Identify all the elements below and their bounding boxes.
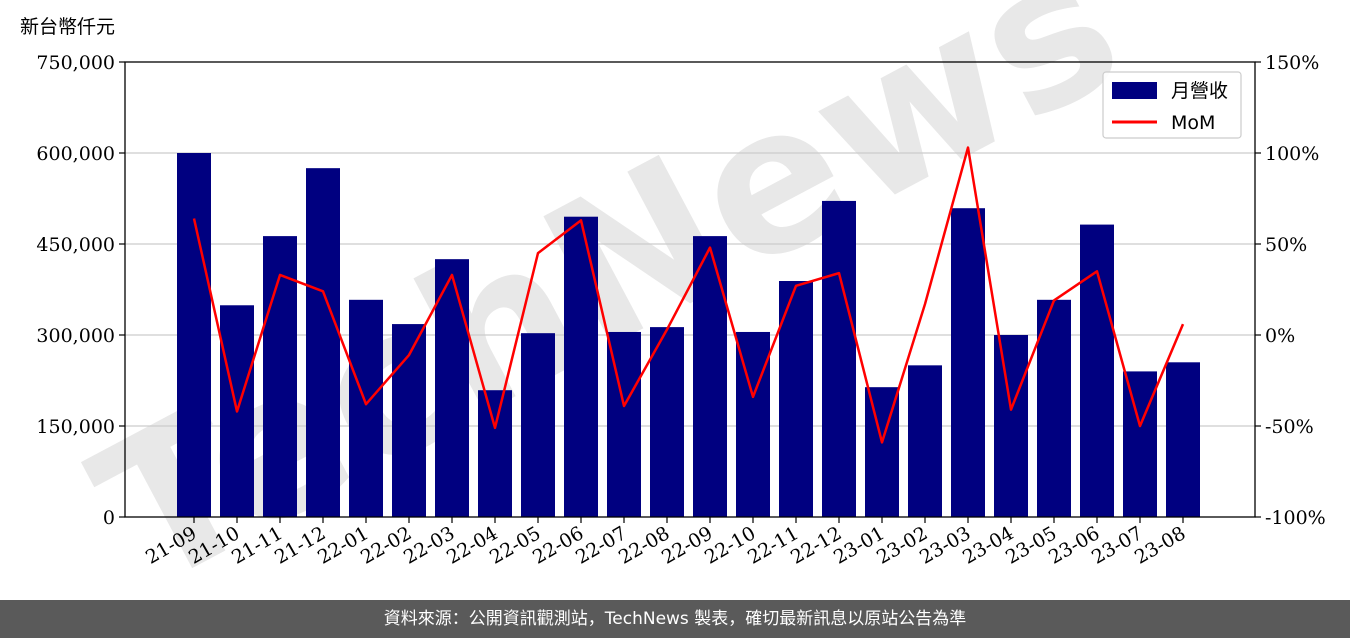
y-left-tick-label: 300,000 xyxy=(36,325,115,347)
y-left-tick-label: 0 xyxy=(103,507,115,529)
revenue-bar xyxy=(177,153,211,517)
y-left-tick-label: 600,000 xyxy=(36,143,115,165)
y-left-tick-label: 150,000 xyxy=(36,416,115,438)
legend: 月營收 MoM xyxy=(1102,71,1242,139)
bars xyxy=(177,153,1200,517)
y-right-tick-label: 0% xyxy=(1265,325,1295,347)
y-left-tick-label: 450,000 xyxy=(36,234,115,256)
revenue-bar xyxy=(693,236,727,517)
revenue-bar xyxy=(822,200,856,517)
revenue-bar xyxy=(1080,224,1114,517)
revenue-bar xyxy=(263,236,297,517)
mom-line xyxy=(192,146,1185,444)
y-right-tick-label: -100% xyxy=(1265,507,1326,529)
chart: TechNews 新台幣仟元 0150,000300,000450,000600… xyxy=(20,0,1326,600)
y-right-tick-label: 50% xyxy=(1265,234,1307,256)
revenue-bar xyxy=(478,390,512,517)
revenue-bar xyxy=(908,365,942,517)
revenue-bar xyxy=(435,259,469,517)
legend-bar-swatch xyxy=(1112,82,1157,99)
revenue-bar xyxy=(994,335,1028,517)
revenue-bar xyxy=(1123,371,1157,517)
revenue-bar xyxy=(564,216,598,517)
revenue-bar xyxy=(1166,362,1200,517)
y-left-tick-label: 750,000 xyxy=(36,52,115,74)
revenue-bar xyxy=(607,331,641,517)
footer-bar: 資料來源：公開資訊觀測站，TechNews 製表，確切最新訊息以原站公告為準 xyxy=(0,600,1350,638)
mom-line-layer xyxy=(192,146,1185,444)
plot-frame xyxy=(124,61,1256,518)
revenue-bar xyxy=(951,208,985,517)
revenue-bar xyxy=(349,299,383,517)
revenue-bar xyxy=(779,281,813,517)
y-right-tick-label: -50% xyxy=(1265,416,1314,438)
revenue-bar xyxy=(1037,299,1071,517)
legend-label-revenue: 月營收 xyxy=(1171,80,1228,102)
revenue-bar xyxy=(521,333,555,517)
legend-label-mom: MoM xyxy=(1171,112,1215,134)
y-right-tick-label: 100% xyxy=(1265,143,1319,165)
revenue-bar xyxy=(650,327,684,517)
y-unit-label: 新台幣仟元 xyxy=(20,16,115,38)
revenue-bar xyxy=(736,331,770,517)
x-tick-label: 23-08 xyxy=(1131,522,1189,568)
footer-source-text: 資料來源：公開資訊觀測站，TechNews 製表，確切最新訊息以原站公告為準 xyxy=(383,609,967,629)
revenue-bar xyxy=(306,168,340,517)
y-right-tick-label: 150% xyxy=(1265,52,1319,74)
